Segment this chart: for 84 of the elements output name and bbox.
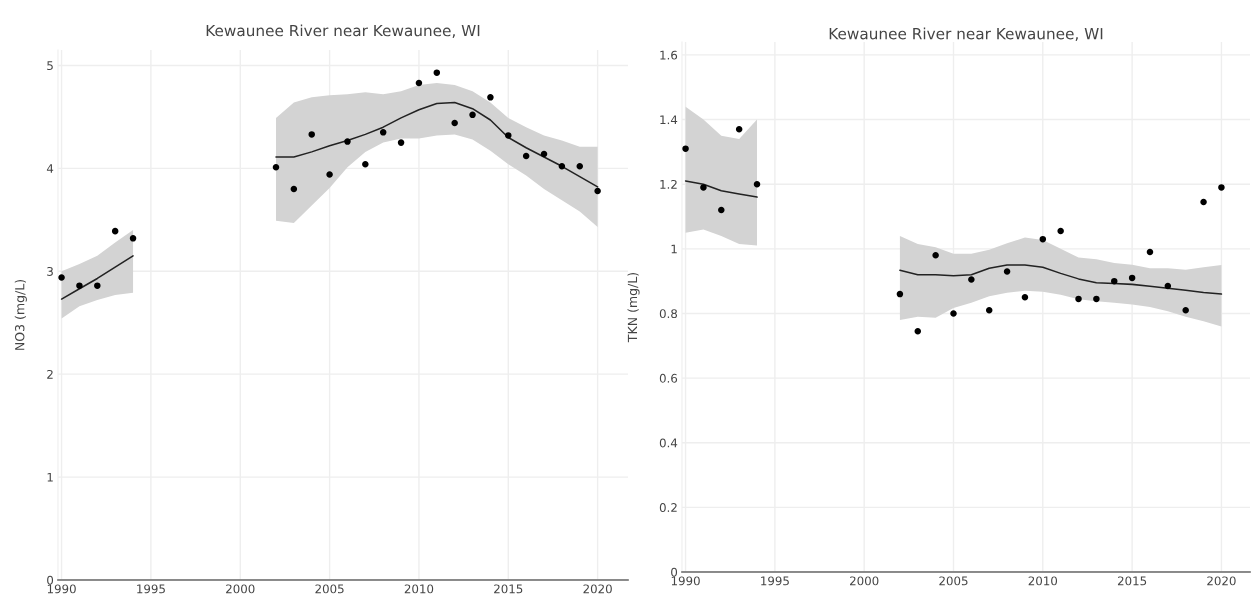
point	[362, 160, 369, 168]
point	[505, 132, 512, 139]
y-tick-label: 0.6	[659, 373, 678, 383]
y-tick-label: 1.4	[660, 115, 678, 125]
x-tick-label: 1995	[137, 584, 165, 594]
x-tick-label: 2000	[226, 584, 255, 594]
point	[129, 235, 137, 242]
point	[451, 119, 458, 127]
chart-title: Kewaunee River near Kewaunee, WI	[206, 24, 480, 38]
y-tick-label: 5	[47, 61, 53, 71]
x-tick-label: 2005	[939, 576, 968, 586]
y-tick-label: 4	[46, 164, 54, 173]
point	[487, 94, 494, 101]
point	[58, 274, 65, 281]
y-tick-label: 0.8	[659, 309, 678, 319]
point	[1021, 294, 1029, 301]
y-tick-label: 2	[47, 369, 53, 379]
point	[326, 171, 333, 178]
point	[1003, 268, 1011, 275]
point	[433, 69, 441, 76]
y-tick-label: 1.2	[660, 179, 677, 189]
line-series	[684, 180, 758, 198]
point	[308, 131, 315, 138]
point	[950, 310, 957, 317]
y-tick-label: 0.4	[659, 438, 678, 448]
point	[469, 111, 476, 119]
x-tick-label: 1990	[671, 576, 700, 586]
y-tick-label: 1	[47, 472, 53, 482]
point	[1039, 235, 1047, 243]
point	[397, 139, 405, 146]
point	[753, 180, 761, 188]
y-tick-label: 0	[671, 567, 678, 577]
x-tick-label: 2010	[1028, 576, 1058, 586]
point	[379, 129, 387, 136]
x-tick-label: 2000	[850, 576, 879, 586]
point	[1164, 282, 1172, 290]
point	[968, 276, 975, 283]
point	[290, 185, 298, 193]
point	[1128, 274, 1136, 282]
x-tick-label: 2015	[494, 584, 523, 594]
y-tick-label: 1	[671, 244, 677, 254]
point	[1146, 248, 1154, 256]
point	[344, 138, 351, 145]
point	[700, 184, 707, 191]
point	[914, 327, 922, 335]
point	[415, 79, 423, 87]
point	[522, 152, 530, 160]
point	[896, 290, 904, 298]
x-tick-label: 2015	[1117, 576, 1147, 586]
y-axis-title: TKN (mg/L)	[627, 272, 640, 343]
point	[272, 164, 280, 171]
point	[1218, 184, 1225, 191]
point	[594, 187, 601, 195]
point	[985, 306, 993, 314]
point	[1110, 277, 1118, 285]
line-series	[60, 255, 134, 300]
point	[540, 150, 548, 158]
chart-title: Kewaunee River near Kewaunee, WI	[829, 27, 1103, 41]
point	[718, 206, 725, 214]
y-tick-label: 3	[47, 266, 53, 276]
y-axis-title: NO3 (mg/L)	[14, 280, 27, 350]
point	[76, 282, 83, 289]
point	[111, 227, 119, 235]
point	[932, 252, 939, 259]
point	[1200, 198, 1207, 206]
x-tick-label: 2020	[1207, 576, 1236, 586]
point	[1057, 227, 1064, 235]
x-tick-label: 1995	[761, 576, 789, 586]
x-tick-label: 2010	[404, 584, 434, 594]
point	[735, 126, 743, 133]
point	[682, 145, 689, 152]
point	[558, 163, 566, 170]
y-tick-label: 0.2	[659, 503, 677, 513]
x-tick-label: 2005	[315, 584, 344, 594]
y-tick-label: 1.6	[660, 50, 678, 60]
line-series	[899, 264, 1223, 295]
point	[576, 163, 584, 170]
point	[1075, 295, 1082, 303]
x-tick-label: 1990	[47, 584, 76, 594]
point	[1182, 306, 1189, 314]
y-tick-label: 0	[47, 575, 54, 585]
point	[1093, 295, 1100, 303]
point	[94, 282, 101, 289]
x-tick-label: 2020	[583, 584, 612, 594]
